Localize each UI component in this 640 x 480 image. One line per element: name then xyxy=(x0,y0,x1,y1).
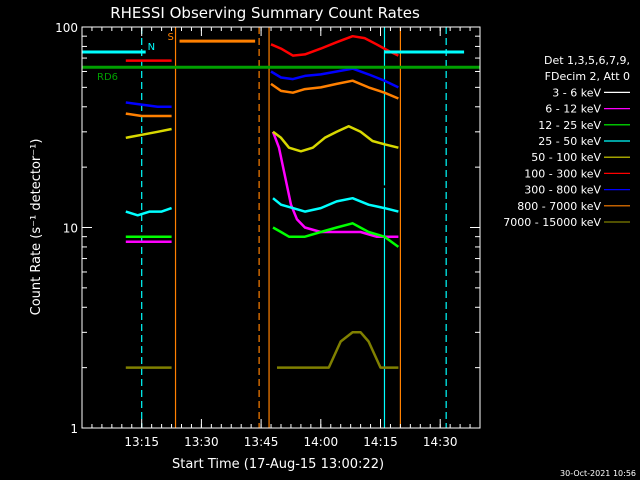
legend-entry-label-7: 800 - 7000 keV xyxy=(517,200,601,213)
legend-entry-label-2: 12 - 25 keV xyxy=(538,119,601,132)
legend-entry-label-1: 6 - 12 keV xyxy=(545,103,601,116)
series-7-segment-1 xyxy=(270,79,399,100)
chart-title: RHESSI Observing Summary Count Rates xyxy=(110,4,420,22)
series-0-segment-0 xyxy=(125,185,172,191)
series-1-segment-1 xyxy=(271,131,399,238)
series-4-segment-1 xyxy=(272,124,399,153)
state-bar-label-s: S xyxy=(168,32,174,43)
x-tick-label-5: 14:30 xyxy=(423,435,458,449)
series-6-segment-0 xyxy=(125,101,172,109)
legend-entry-label-5: 100 - 300 keV xyxy=(524,167,601,180)
y-tick-label-0: 100 xyxy=(55,21,78,35)
series-3-segment-0 xyxy=(125,206,173,217)
x-tick-label-3: 14:00 xyxy=(304,435,339,449)
legend-entry-label-6: 300 - 800 keV xyxy=(524,184,601,197)
legend-header-0: Det 1,3,5,6,7,9, xyxy=(544,54,630,67)
legend-entry-label-3: 25 - 50 keV xyxy=(538,135,601,148)
x-tick-label-2: 13:45 xyxy=(244,435,279,449)
x-tick-label-1: 13:30 xyxy=(184,435,219,449)
x-tick-label-4: 14:15 xyxy=(363,435,398,449)
series-2-segment-1 xyxy=(272,222,400,248)
series-4-segment-0 xyxy=(125,127,172,140)
y-axis-label: Count Rate (s⁻¹ detector⁻¹) xyxy=(29,139,44,316)
state-bar-label-rd6: RD6 xyxy=(97,72,118,83)
state-bar-label-n: N xyxy=(148,42,155,53)
series-6-segment-1 xyxy=(270,67,399,89)
series-0-segment-1 xyxy=(271,143,399,188)
series-8-segment-1 xyxy=(277,331,399,369)
series-7-segment-0 xyxy=(125,112,172,118)
footer-date: 30-Oct-2021 10:56 xyxy=(560,469,636,478)
series-5-segment-1 xyxy=(270,34,399,57)
legend-entry-label-0: 3 - 6 keV xyxy=(552,86,601,99)
legend-entry-label-4: 50 - 100 keV xyxy=(531,151,601,164)
x-tick-label-0: 13:15 xyxy=(124,435,159,449)
y-tick-label-2: 1 xyxy=(70,422,78,436)
y-tick-label-1: 10 xyxy=(63,222,78,236)
legend: Det 1,3,5,6,7,9, FDecim 2, Att 0 3 - 6 keV… xyxy=(503,54,630,229)
series-3-segment-1 xyxy=(272,196,399,213)
legend-entry-label-8: 7000 - 15000 keV xyxy=(503,216,601,229)
plot-area: N S RD6 100 10 1 13:15 13:30 13:45 14:00 14:15 14:3… xyxy=(55,21,481,449)
legend-header-1: FDecim 2, Att 0 xyxy=(545,70,630,83)
x-axis-label: Start Time (17-Aug-15 13:00:22) xyxy=(172,457,384,472)
